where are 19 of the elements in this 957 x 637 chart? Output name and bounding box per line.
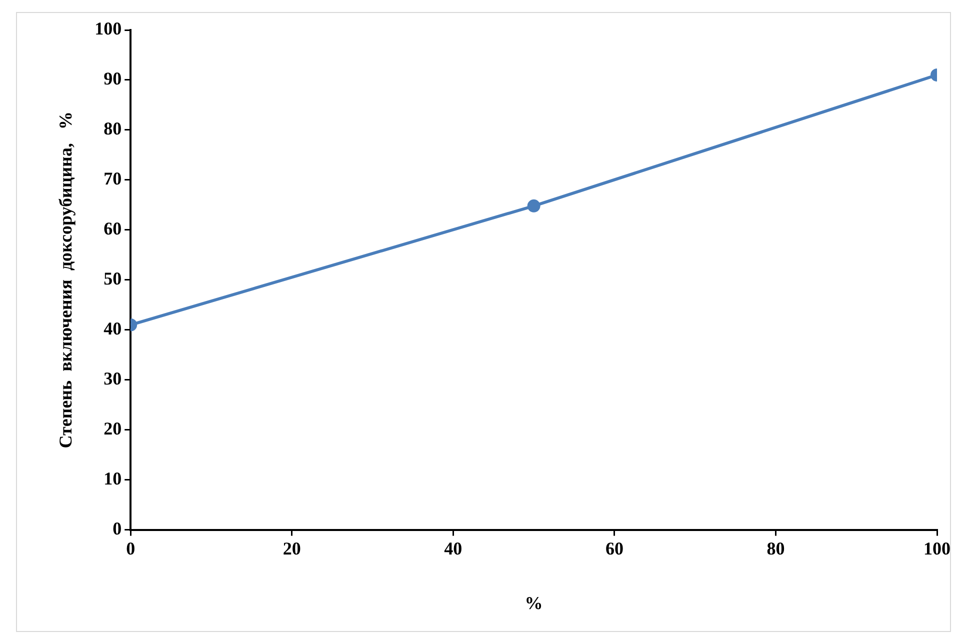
y-tick-label: 50 — [104, 268, 122, 289]
x-tick-label: 60 — [605, 538, 624, 558]
x-tick-label: 0 — [126, 538, 136, 558]
y-tick-label: 30 — [104, 368, 122, 389]
y-tick-label: 0 — [112, 518, 122, 538]
y-axis-title: Степень включения доксорубицина, % — [55, 112, 76, 448]
x-tick-label: 100 — [924, 538, 950, 558]
x-tick-label: 80 — [766, 538, 785, 558]
y-tick-label: 100 — [94, 18, 122, 39]
x-tick-label: 20 — [282, 538, 301, 558]
y-tick-label: 60 — [104, 218, 122, 239]
y-tick-label: 40 — [104, 318, 122, 339]
y-tick-label: 10 — [104, 468, 122, 488]
y-tick-label: 90 — [104, 68, 122, 89]
y-tick-label: 70 — [104, 168, 122, 189]
y-tick-label: 80 — [104, 118, 122, 139]
x-tick-label: 40 — [444, 538, 462, 558]
x-axis-title: % — [524, 592, 543, 613]
y-tick-label: 20 — [104, 418, 122, 438]
